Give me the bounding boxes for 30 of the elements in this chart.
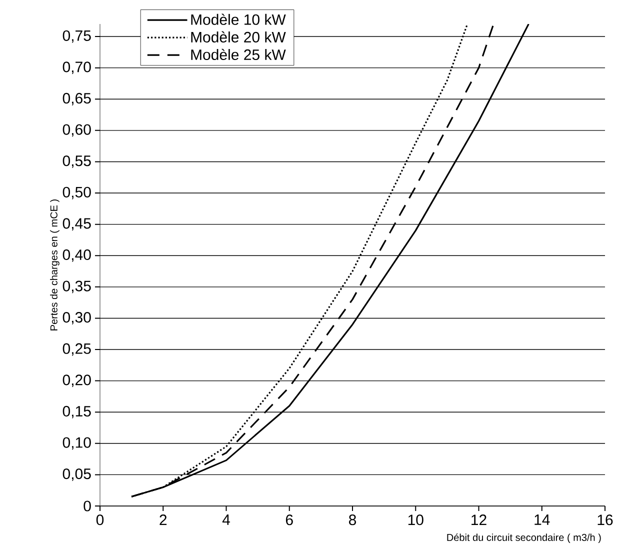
x-axis-title: Débit du circuit secondaire ( m3/h ) bbox=[447, 534, 601, 543]
x-tick-label: 16 bbox=[598, 514, 613, 526]
y-tick-label: 0,75 bbox=[62, 30, 91, 43]
y-tick-label: 0,30 bbox=[62, 312, 91, 324]
legend-label: Modèle 25 kW bbox=[191, 48, 286, 60]
x-tick-label: 2 bbox=[160, 514, 167, 526]
y-tick-label: 0,40 bbox=[62, 249, 91, 262]
x-tick-label: 12 bbox=[472, 514, 486, 526]
x-tick-label: 8 bbox=[348, 514, 356, 526]
y-tick-label: 0,55 bbox=[62, 156, 91, 168]
y-axis-title: Pertes de charges en ( mCE ) bbox=[50, 200, 60, 330]
x-tick-label: 6 bbox=[286, 514, 293, 526]
y-tick-label: 0,65 bbox=[62, 92, 91, 106]
y-tick-label: 0,35 bbox=[62, 280, 91, 294]
y-tick-label: 0,45 bbox=[62, 218, 91, 231]
y-tick-label: 0,15 bbox=[62, 406, 91, 418]
x-tick-label: 0 bbox=[96, 514, 104, 526]
x-tick-label: 10 bbox=[408, 514, 424, 526]
y-tick-label: 0 bbox=[84, 500, 91, 512]
y-tick-label: 0,50 bbox=[62, 186, 91, 200]
y-tick-label: 0,20 bbox=[62, 374, 91, 387]
legend-label: Modèle 10 kW bbox=[191, 14, 286, 25]
x-tick-label: 14 bbox=[534, 514, 550, 525]
y-tick-label: 0,05 bbox=[62, 468, 91, 481]
legend-label: Modèle 20 kW bbox=[191, 31, 286, 42]
y-tick-label: 0,25 bbox=[62, 343, 91, 356]
y-tick-label: 0,10 bbox=[62, 437, 91, 450]
x-tick-label: 4 bbox=[222, 514, 230, 525]
y-tick-label: 0,60 bbox=[62, 124, 91, 137]
y-tick-label: 0,70 bbox=[62, 62, 91, 74]
